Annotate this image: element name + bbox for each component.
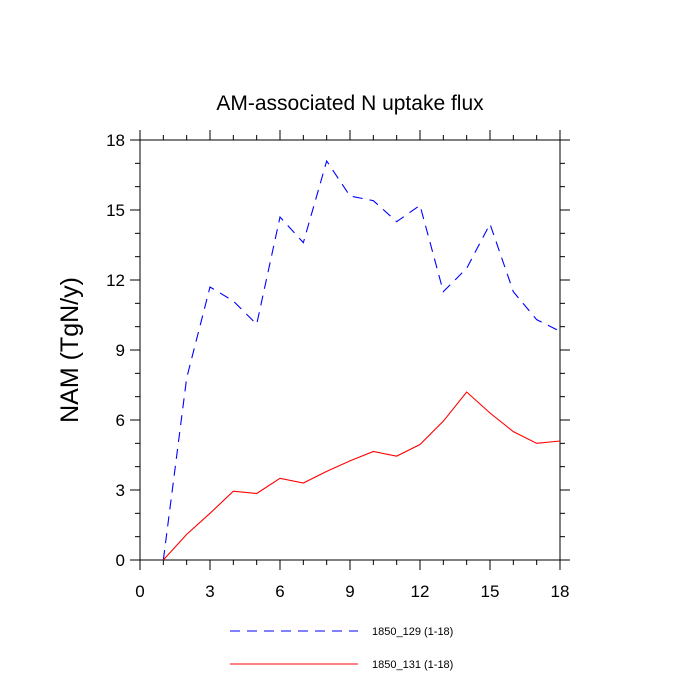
y-tick-label: 12 [106, 271, 125, 290]
y-tick-label: 18 [106, 131, 125, 150]
y-tick-label: 15 [106, 201, 125, 220]
y-tick-label: 6 [116, 411, 125, 430]
plot-frame [139, 139, 561, 561]
legend-label-0: 1850_129 (1-18) [372, 626, 453, 638]
x-tick-label: 18 [551, 582, 570, 601]
x-tick-label: 15 [481, 582, 500, 601]
x-tick-label: 12 [411, 582, 430, 601]
x-tick-label: 6 [275, 582, 284, 601]
y-tick-label: 0 [116, 551, 125, 570]
series-line-0 [162, 159, 561, 561]
axis-tick-labels: 0 3 6 9 12 15 18 0 3 6 9 12 15 18 [106, 131, 569, 601]
chart-title: AM-associated N uptake flux [216, 92, 484, 115]
y-axis-title: NAM (TgN/y) [56, 277, 84, 423]
x-tick-label: 0 [135, 582, 144, 601]
legend: 1850_129 (1-18) 1850_131 (1-18) [230, 626, 453, 671]
x-tick-label: 9 [345, 582, 354, 601]
y-tick-label: 9 [116, 341, 125, 360]
series-lines [162, 159, 561, 561]
x-tick-label: 3 [205, 582, 214, 601]
y-tick-label: 3 [116, 481, 125, 500]
axis-ticks [130, 130, 570, 570]
legend-label-1: 1850_131 (1-18) [372, 659, 453, 671]
series-line-1 [162, 391, 561, 561]
